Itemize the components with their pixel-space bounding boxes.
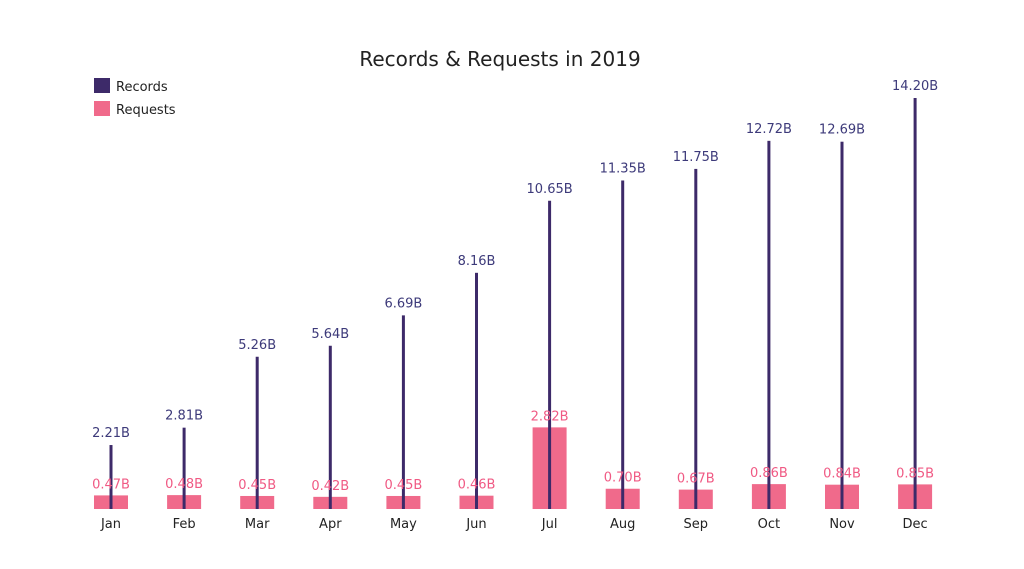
requests-label-mar: 0.45B: [238, 478, 276, 493]
x-tick-jan: Jan: [100, 517, 121, 532]
records-bar-jun: [475, 272, 478, 509]
records-label-apr: 5.64B: [311, 327, 349, 342]
chart-title: Records & Requests in 2019: [359, 47, 640, 71]
records-label-jan: 2.21B: [92, 426, 130, 441]
records-bar-sep: [694, 168, 698, 509]
x-tick-apr: Apr: [319, 517, 342, 532]
requests-label-apr: 0.42B: [311, 479, 349, 494]
records-bar-dec: [913, 98, 917, 509]
records-label-may: 6.69B: [384, 296, 422, 311]
x-tick-jun: Jun: [465, 517, 486, 532]
x-tick-oct: Oct: [758, 517, 780, 532]
records-bar-feb: [182, 427, 186, 509]
requests-label-sep: 0.67B: [677, 472, 715, 487]
requests-label-jan: 0.47B: [92, 477, 130, 492]
records-label-oct: 12.72B: [746, 122, 792, 137]
records-label-mar: 5.26B: [238, 338, 276, 353]
requests-label-jun: 0.46B: [458, 478, 496, 493]
records-label-nov: 12.69B: [819, 123, 865, 138]
requests-label-may: 0.45B: [384, 478, 422, 493]
x-tick-dec: Dec: [903, 517, 928, 532]
requests-label-feb: 0.48B: [165, 477, 203, 492]
x-tick-mar: Mar: [245, 517, 270, 532]
records-bar-nov: [840, 141, 844, 509]
records-bar-jan: [109, 445, 113, 509]
x-tick-jul: Jul: [541, 517, 558, 532]
records-label-jul: 10.65B: [527, 182, 573, 197]
x-tick-feb: Feb: [173, 517, 196, 532]
legend-label-records: Records: [116, 80, 168, 95]
requests-label-oct: 0.86B: [750, 466, 788, 481]
records-bar-aug: [621, 180, 625, 509]
records-label-jun: 8.16B: [458, 254, 496, 269]
legend-swatch-records: [94, 78, 110, 93]
records-bar-mar: [255, 356, 259, 509]
requests-label-nov: 0.84B: [823, 467, 861, 482]
legend-swatch-requests: [94, 101, 110, 116]
requests-label-dec: 0.85B: [896, 466, 934, 481]
records-label-sep: 11.75B: [673, 150, 719, 165]
records-label-feb: 2.81B: [165, 409, 203, 424]
x-tick-may: May: [390, 517, 417, 532]
records-label-dec: 14.20B: [892, 79, 938, 94]
records-bar-apr: [328, 345, 332, 509]
records-bar-oct: [767, 140, 771, 510]
x-tick-aug: Aug: [610, 517, 635, 532]
records-bar-jul: [548, 200, 552, 509]
records-bar-may: [401, 315, 405, 509]
legend-label-requests: Requests: [116, 103, 176, 118]
x-tick-nov: Nov: [829, 517, 855, 532]
plot-area: 2.21B 0.47B Jan 2.81B 0.48B Feb 5.26B 0.45B Mar 5…: [92, 79, 938, 532]
legend: Records Requests: [94, 78, 176, 118]
requests-label-aug: 0.70B: [604, 471, 642, 486]
requests-label-jul: 2.82B: [531, 409, 569, 424]
records-label-aug: 11.35B: [600, 161, 646, 176]
x-tick-sep: Sep: [684, 517, 709, 532]
